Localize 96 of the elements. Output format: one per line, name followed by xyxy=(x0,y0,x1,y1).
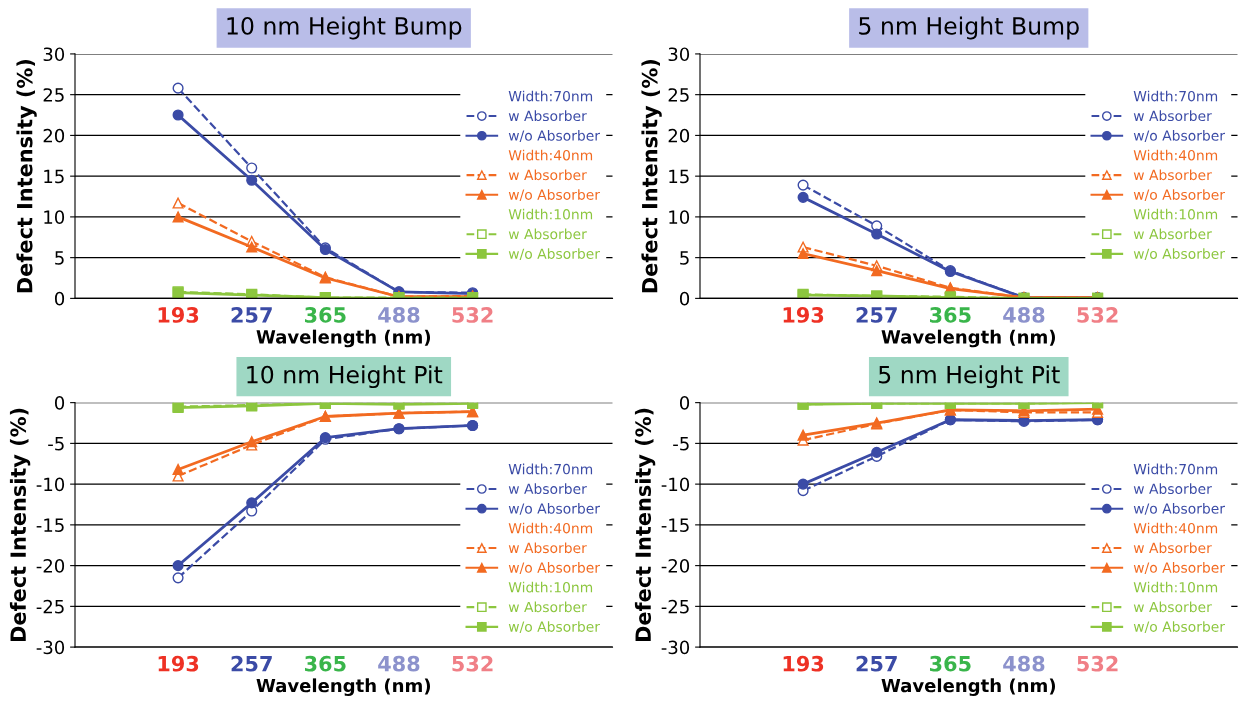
legend-label: w Absorber xyxy=(1133,483,1212,495)
y-tick-label: -25 xyxy=(661,599,689,614)
x-tick-label: 488 xyxy=(378,307,420,323)
y-tick-label: 0 xyxy=(679,291,690,306)
legend-label: w/o Absorber xyxy=(508,503,600,515)
x-axis-title: Wavelength (nm) xyxy=(256,329,431,348)
y-tick-label: 0 xyxy=(54,291,65,306)
y-tick-label: -5 xyxy=(673,437,689,451)
y-tick-label: 0 xyxy=(54,396,65,410)
y-tick-label: 10 xyxy=(669,210,690,225)
annotation: Width:40nm xyxy=(1133,522,1218,534)
y-tick-label: -25 xyxy=(36,599,64,614)
annotation: Width:10nm xyxy=(1133,208,1218,220)
y-tick-label: -5 xyxy=(48,437,64,451)
legend-label: w Absorber xyxy=(1133,542,1212,554)
y-tick-label: 20 xyxy=(43,128,65,143)
y-tick-label: -15 xyxy=(661,518,689,532)
legend-label: w Absorber xyxy=(508,228,587,240)
y-tick-label: -30 xyxy=(661,640,690,655)
y-tick-label: 20 xyxy=(668,128,690,143)
x-tick-label: 257 xyxy=(856,655,897,672)
x-tick-label: 257 xyxy=(856,307,897,323)
legend-label: w Absorber xyxy=(1133,228,1212,240)
legend-label: w/o Absorber xyxy=(1133,503,1225,515)
annotation: Width:10nm xyxy=(508,581,593,593)
y-tick-label: 5 xyxy=(680,251,689,265)
y-tick-label: 15 xyxy=(669,169,689,184)
legend-label: w/o Absorber xyxy=(508,621,600,633)
y-tick-label: 0 xyxy=(679,396,690,410)
legend-label: w/o Absorber xyxy=(1133,130,1225,142)
y-tick-label: -30 xyxy=(36,640,65,655)
legend-label: w/o Absorber xyxy=(508,248,600,261)
x-tick-label: 193 xyxy=(783,307,824,323)
legend-label: w Absorber xyxy=(508,110,587,122)
annotation: Width:40nm xyxy=(508,149,593,161)
y-tick-label: -20 xyxy=(36,559,65,573)
legend-label: w/o Absorber xyxy=(508,130,600,142)
annotation: Width:70nm xyxy=(1133,463,1218,475)
x-tick-label: 365 xyxy=(929,655,971,672)
y-tick-label: -15 xyxy=(36,518,64,532)
y-axis-title: Defect Intensity (%) xyxy=(634,408,656,641)
legend-label: w Absorber xyxy=(508,169,587,181)
y-tick-label: -10 xyxy=(661,477,690,492)
legend-label: w/o Absorber xyxy=(1133,562,1225,574)
y-axis-title: Defect Intensity (%) xyxy=(641,59,662,293)
chart-title: 5 nm Height Bump xyxy=(859,16,1079,40)
x-tick-label: 365 xyxy=(929,307,971,323)
x-tick-label: 488 xyxy=(378,655,420,672)
legend-label: w/o Absorber xyxy=(508,562,600,574)
x-tick-label: 365 xyxy=(304,307,346,323)
annotation: Width:70nm xyxy=(508,90,593,102)
annotation: Width:10nm xyxy=(1133,581,1218,593)
y-tick-label: -20 xyxy=(661,559,690,573)
annotation: Width:70nm xyxy=(508,463,593,475)
y-tick-label: 25 xyxy=(668,88,689,102)
legend-label: w Absorber xyxy=(508,601,587,613)
annotation: Width:40nm xyxy=(1133,149,1218,161)
legend-label: w Absorber xyxy=(1133,601,1212,613)
x-axis-title: Wavelength (nm) xyxy=(881,329,1056,348)
legend-label: w Absorber xyxy=(508,542,587,554)
y-tick-label: 15 xyxy=(44,169,64,184)
y-axis-title: Defect Intensity (%) xyxy=(9,408,31,641)
x-tick-label: 257 xyxy=(231,307,272,323)
chart-title: 10 nm Height Bump xyxy=(227,16,462,40)
x-tick-label: 532 xyxy=(1077,655,1118,672)
y-tick-label: 5 xyxy=(55,251,64,265)
legend-label: w/o Absorber xyxy=(1133,189,1225,201)
x-tick-label: 193 xyxy=(158,307,199,323)
x-tick-label: 365 xyxy=(304,655,346,672)
legend-label: w/o Absorber xyxy=(508,189,600,201)
x-axis-title: Wavelength (nm) xyxy=(881,678,1056,696)
y-tick-label: 10 xyxy=(44,210,65,225)
x-tick-label: 532 xyxy=(452,307,493,323)
y-tick-label: 25 xyxy=(43,88,64,102)
y-tick-label: 30 xyxy=(43,47,65,62)
x-tick-label: 532 xyxy=(1077,307,1118,323)
x-tick-label: 257 xyxy=(231,655,272,672)
annotation: Width:10nm xyxy=(508,208,593,220)
x-axis-title: Wavelength (nm) xyxy=(256,678,431,696)
chart-title: 10 nm Height Pit xyxy=(247,365,443,389)
x-tick-label: 532 xyxy=(452,655,493,672)
legend-label: w Absorber xyxy=(1133,110,1212,122)
x-tick-label: 488 xyxy=(1003,307,1045,323)
annotation: Width:40nm xyxy=(508,522,593,534)
legend-label: w Absorber xyxy=(508,483,587,495)
x-tick-label: 488 xyxy=(1003,655,1045,672)
y-axis-title: Defect Intensity (%) xyxy=(16,59,37,293)
legend-label: w Absorber xyxy=(1133,169,1212,181)
legend-label: w/o Absorber xyxy=(1133,248,1225,261)
x-tick-label: 193 xyxy=(783,655,824,672)
y-tick-label: 30 xyxy=(668,47,690,62)
chart-title: 5 nm Height Pit xyxy=(879,365,1060,389)
x-tick-label: 193 xyxy=(158,655,199,672)
y-tick-label: -10 xyxy=(36,477,65,492)
legend-label: w/o Absorber xyxy=(1133,621,1225,633)
annotation: Width:70nm xyxy=(1133,90,1218,102)
